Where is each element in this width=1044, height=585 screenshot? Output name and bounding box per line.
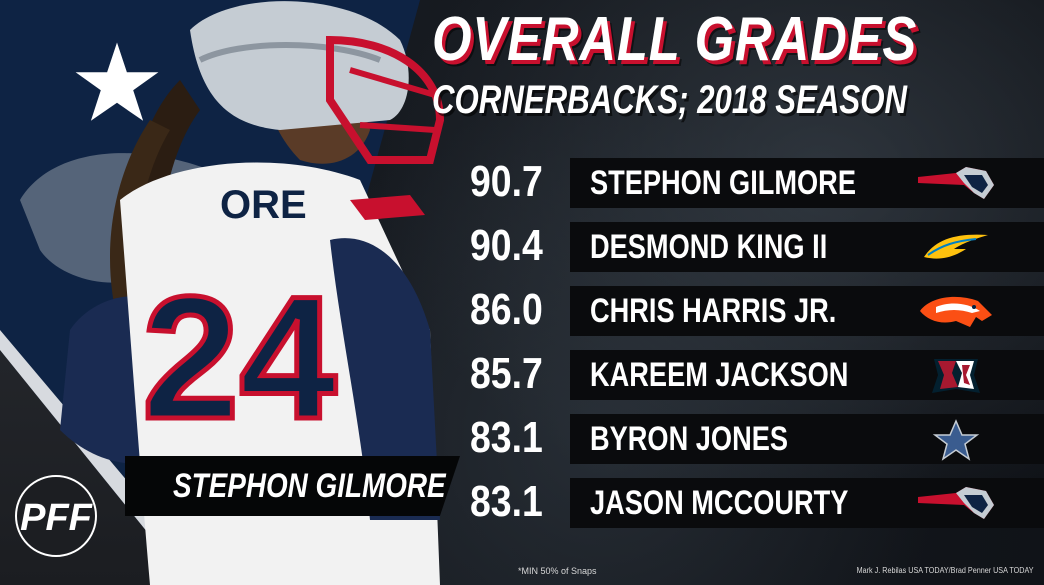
- texans-logo-icon: [932, 359, 980, 393]
- pff-logo-text: PFF: [20, 497, 94, 539]
- patriots-logo-icon: [918, 487, 994, 519]
- player-name: Byron Jones: [590, 420, 788, 458]
- ranking-row: 90.7 Stephon Gilmore: [470, 154, 1044, 210]
- page-title: Overall Grades: [432, 5, 918, 74]
- player-name: Kareem Jackson: [590, 356, 849, 394]
- player-name: Desmond King II: [590, 228, 828, 266]
- row-bar: [570, 222, 1044, 272]
- photo-credit: Mark J. Rebilas USA TODAY/Brad Penner US…: [857, 566, 1034, 575]
- player-name: Chris Harris Jr.: [590, 292, 837, 330]
- footnote: *MIN 50% of Snaps: [518, 566, 597, 576]
- rankings-list: 90.7 Stephon Gilmore 90.4 Desmond King I…: [470, 154, 1044, 538]
- ranking-row: 83.1 Byron Jones: [470, 410, 1044, 466]
- jersey-number: 24: [142, 261, 337, 456]
- ranking-row: 86.0 Chris Harris Jr.: [470, 282, 1044, 338]
- grade-value: 83.1: [470, 477, 543, 526]
- jersey-name: ORE: [220, 183, 307, 227]
- pff-logo-icon: PFF: [15, 475, 97, 557]
- ranking-row: 90.4 Desmond King II: [470, 218, 1044, 274]
- featured-player-name: Stephon Gilmore: [173, 467, 446, 505]
- ranking-row: 85.7 Kareem Jackson: [470, 346, 1044, 402]
- grade-value: 83.1: [470, 413, 543, 462]
- grade-value: 85.7: [470, 349, 543, 398]
- grade-value: 86.0: [470, 285, 543, 334]
- patriots-logo-icon: [918, 167, 994, 199]
- grade-value: 90.7: [470, 157, 543, 206]
- player-name: Stephon Gilmore: [590, 164, 856, 202]
- cowboys-logo-icon: [932, 419, 980, 461]
- broncos-logo-icon: [920, 296, 992, 327]
- player-name: Jason McCourty: [590, 484, 849, 522]
- star-icon: [75, 42, 159, 121]
- page-subtitle: Cornerbacks; 2018 Season: [432, 78, 908, 122]
- chargers-logo-icon: [924, 234, 988, 259]
- ranking-row: 83.1 Jason McCourty: [470, 474, 1044, 530]
- grade-value: 90.4: [470, 221, 543, 270]
- featured-player-tag: Stephon Gilmore: [125, 456, 460, 516]
